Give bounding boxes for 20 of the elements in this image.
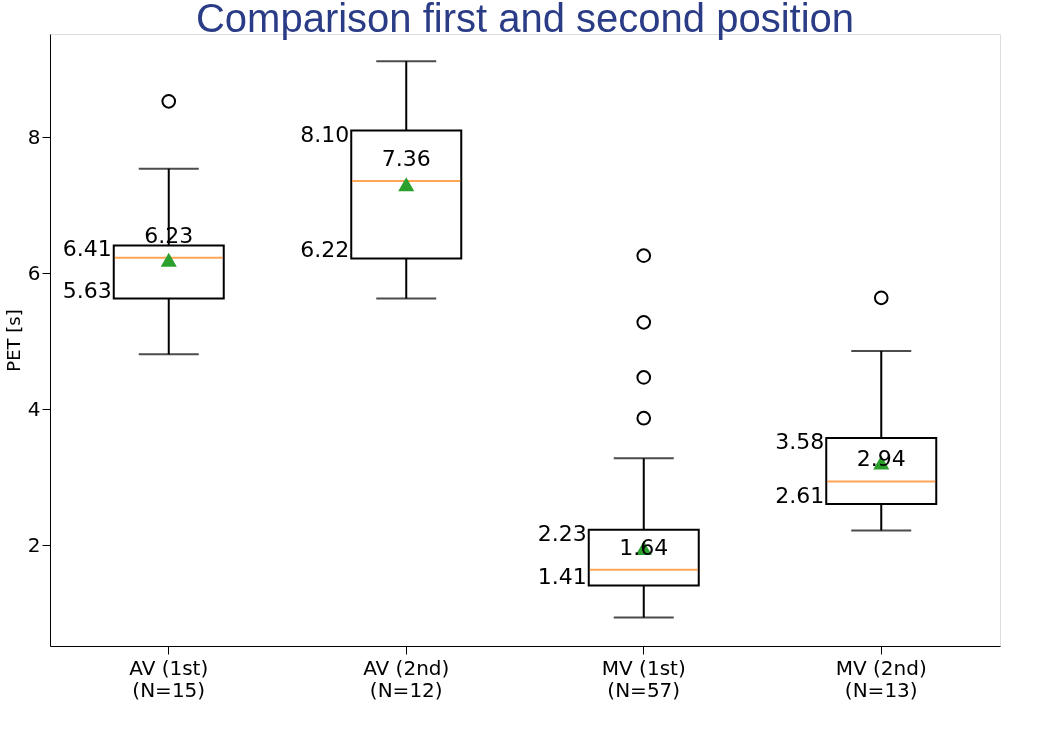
annotation: 6.22 bbox=[300, 237, 350, 263]
annotation: 5.63 bbox=[62, 277, 112, 303]
annotation: 1.41 bbox=[537, 564, 587, 590]
y-tick-label: 2 bbox=[27, 532, 41, 557]
annotation: 2.23 bbox=[537, 520, 587, 546]
annotation: 3.58 bbox=[775, 428, 825, 454]
chart-title: Comparison first and second position bbox=[195, 0, 855, 40]
annotation: 2.94 bbox=[856, 446, 906, 472]
x-tick-label: MV (1st) (N=57) bbox=[601, 655, 686, 702]
x-tick-label: MV (2nd) (N=13) bbox=[835, 655, 927, 702]
annotation: 8.10 bbox=[300, 121, 350, 147]
annotation: 7.36 bbox=[381, 145, 431, 171]
y-tick-label: 4 bbox=[27, 396, 41, 421]
x-tick-label: AV (2nd) (N=12) bbox=[363, 655, 450, 702]
annotation: 6.41 bbox=[62, 236, 112, 262]
y-tick-label: 6 bbox=[27, 260, 41, 285]
y-tick-label: 8 bbox=[27, 124, 41, 149]
annotation: 2.61 bbox=[775, 482, 825, 508]
y-axis-title: PET [s] bbox=[2, 309, 24, 372]
x-tick-label: AV (1st) (N=15) bbox=[129, 655, 209, 702]
